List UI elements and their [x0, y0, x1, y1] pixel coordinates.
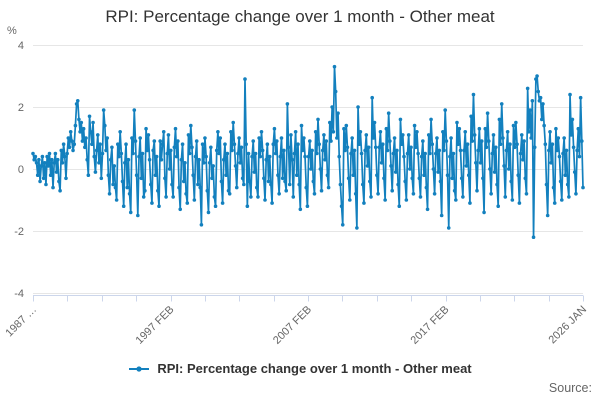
y-tick-label: 0	[18, 164, 24, 176]
x-tick-label: 1997 FEB	[134, 304, 177, 347]
y-tick-label: 2	[18, 102, 24, 114]
y-tick-label: -2	[14, 226, 24, 238]
x-tick-label: 2007 FEB	[271, 304, 314, 347]
x-tick-label: 1987 …	[3, 304, 39, 340]
legend-item[interactable]: RPI: Percentage change over 1 month - Ot…	[128, 361, 472, 376]
chart-title: RPI: Percentage change over 1 month - Ot…	[105, 7, 495, 26]
legend: RPI: Percentage change over 1 month - Ot…	[0, 361, 600, 376]
x-axis: 1987 … 1997 FEB 2007 FEB 2017 FEB 2026 JAN	[3, 295, 589, 347]
source-label: Source:	[548, 381, 592, 395]
y-tick-label: -4	[14, 288, 24, 300]
y-tick-label: 4	[18, 40, 24, 52]
x-tick-label: 2017 FEB	[409, 304, 452, 347]
x-tick-label: 2026 JAN	[546, 304, 589, 347]
legend-label: RPI: Percentage change over 1 month - Ot…	[157, 361, 472, 376]
legend-line-marker-icon	[128, 364, 150, 374]
series-line[interactable]	[32, 65, 584, 239]
y-axis-unit-label: %	[7, 25, 17, 37]
series-markers	[31, 64, 585, 239]
